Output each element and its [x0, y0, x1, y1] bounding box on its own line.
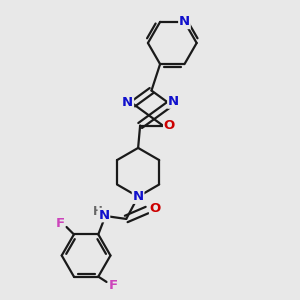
- Text: O: O: [164, 119, 175, 132]
- Text: F: F: [56, 217, 64, 230]
- Text: N: N: [133, 190, 144, 203]
- Text: N: N: [98, 208, 110, 222]
- Text: H: H: [93, 205, 103, 218]
- Text: O: O: [150, 202, 161, 215]
- Text: N: N: [168, 95, 179, 108]
- Text: F: F: [109, 279, 118, 292]
- Text: N: N: [122, 96, 133, 109]
- Text: N: N: [179, 15, 190, 28]
